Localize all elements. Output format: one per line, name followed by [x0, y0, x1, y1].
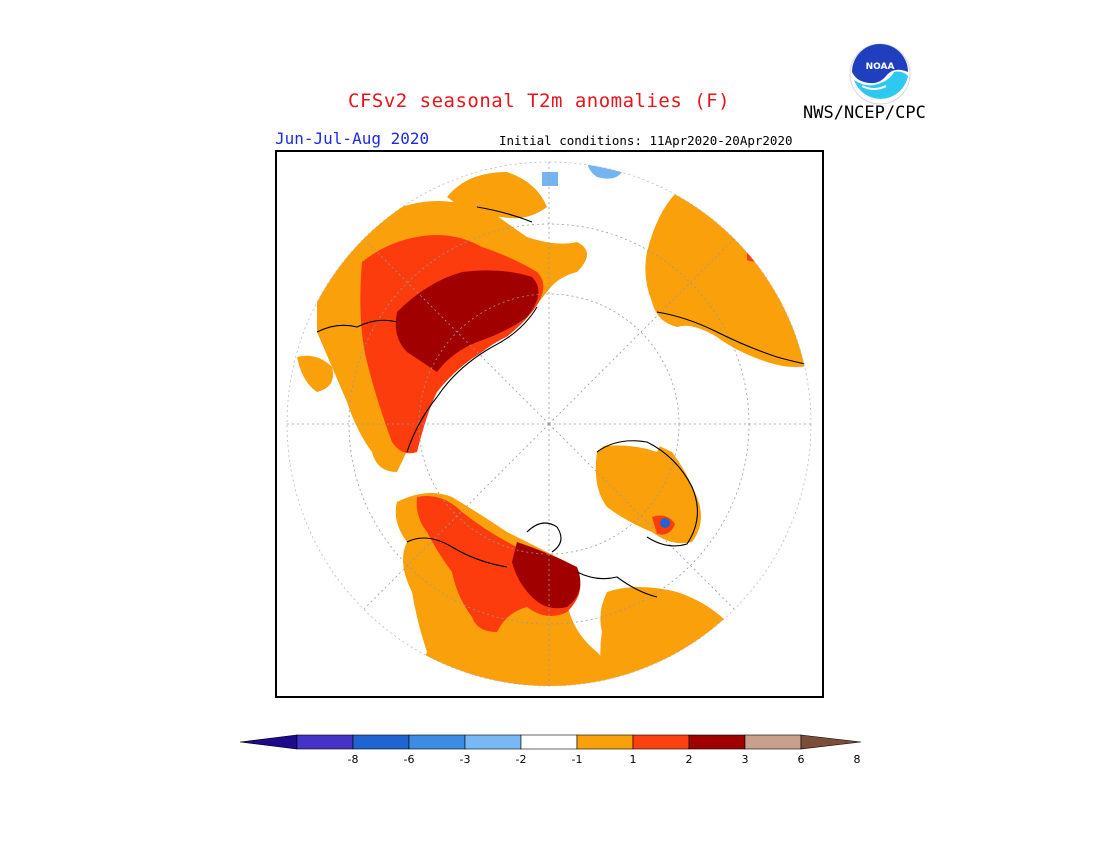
colorbar-tick-label: -8 — [347, 753, 359, 766]
colorbar-swatch — [408, 734, 466, 750]
graticule — [287, 162, 811, 686]
anomaly-region-canada-warm3 — [512, 542, 581, 609]
logo-text: NOAA — [866, 62, 895, 72]
colorbar-tick-label: -3 — [459, 753, 471, 766]
anomaly-region-europe-warm1 — [297, 355, 333, 392]
colorbar-swatch — [576, 734, 634, 750]
colorbar-swatch — [520, 734, 578, 750]
colorbar-swatch — [632, 734, 690, 750]
forecast-period: Jun-Jul-Aug 2020 — [275, 129, 430, 148]
colorbar-arrow-high — [800, 734, 862, 750]
colorbar-tick-label: 8 — [853, 753, 861, 766]
noaa-logo: NOAA — [848, 42, 912, 110]
polar-map-frame — [275, 150, 824, 698]
coastlines — [316, 206, 811, 598]
colorbar-tick-label: 1 — [629, 753, 637, 766]
colorbar-tick-label: -2 — [515, 753, 527, 766]
anomaly-region-cool-2 — [542, 172, 558, 186]
anomaly-region-greenland-warm1 — [595, 437, 701, 544]
colorbar-tick-label: 6 — [797, 753, 805, 766]
anomaly-region-cool-dot — [660, 518, 670, 528]
colorbar-swatch — [464, 734, 522, 750]
colorbar-tick-label: -6 — [403, 753, 415, 766]
arctic-neutral-region — [440, 324, 669, 512]
colorbar-tick-label: 2 — [685, 753, 693, 766]
anomaly-region-alaska-warm2 — [747, 250, 762, 262]
map-title: CFSv2 seasonal T2m anomalies (F) — [348, 90, 731, 112]
colorbar — [239, 732, 862, 758]
anomaly-region-arctic-coast-warm1 — [447, 172, 547, 219]
anomaly-region-siberia-warm3 — [395, 270, 539, 372]
initial-conditions: Initial conditions: 11Apr2020-20Apr2020 — [499, 133, 793, 148]
colorbar-swatch — [296, 734, 354, 750]
colorbar-swatch — [352, 734, 410, 750]
colorbar-tick-label: -1 — [571, 753, 583, 766]
polar-map — [286, 161, 812, 687]
colorbar-arrow-low — [239, 734, 298, 750]
colorbar-swatch — [744, 734, 802, 750]
colorbar-tick-label: 3 — [741, 753, 749, 766]
colorbar-swatch — [688, 734, 746, 750]
colorbar-swatches — [239, 734, 862, 750]
agency-label: NWS/NCEP/CPC — [803, 103, 926, 123]
anomaly-region-alaska-warm1 — [645, 189, 811, 367]
